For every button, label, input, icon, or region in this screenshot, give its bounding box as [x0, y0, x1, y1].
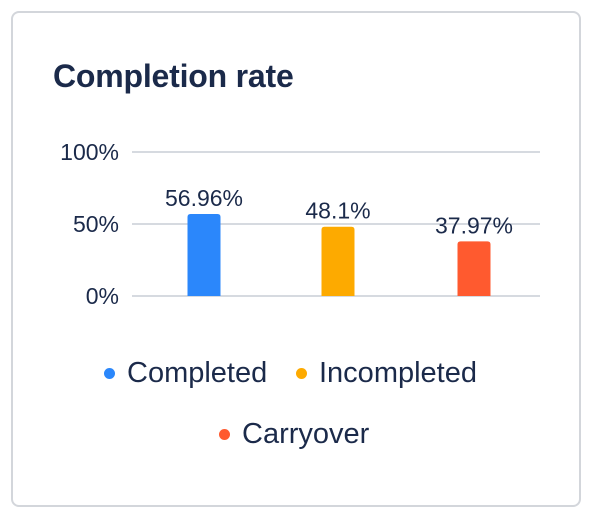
legend-swatch-carryover — [219, 429, 230, 440]
bars — [187, 213, 491, 296]
bar-value-label: 48.1% — [305, 198, 370, 224]
chart-title: Completion rate — [53, 58, 294, 94]
bar-completed[interactable] — [187, 213, 221, 296]
bar-value-label: 37.97% — [435, 212, 513, 238]
legend-item-completed[interactable]: Completed — [104, 357, 267, 390]
bar-incompleted[interactable] — [321, 226, 355, 296]
legend-swatch-incompleted — [296, 368, 307, 379]
y-tick-label: 0% — [86, 283, 119, 309]
bar-value-label: 56.96% — [165, 185, 243, 211]
legend-label-incompleted: Incompleted — [319, 357, 477, 389]
bar-value-labels: 56.96% 48.1% 37.97% — [165, 185, 513, 238]
y-axis-ticks: 100% 50% 0% — [60, 139, 119, 309]
y-tick-label: 50% — [73, 211, 119, 237]
legend-label-carryover: Carryover — [242, 418, 370, 450]
legend-swatch-completed — [104, 368, 115, 379]
legend-item-incompleted[interactable]: Incompleted — [296, 357, 477, 390]
bar-carryover[interactable] — [457, 241, 491, 296]
legend-label-completed: Completed — [127, 357, 268, 389]
legend-item-carryover[interactable]: Carryover — [219, 418, 369, 451]
y-tick-label: 100% — [60, 139, 119, 165]
